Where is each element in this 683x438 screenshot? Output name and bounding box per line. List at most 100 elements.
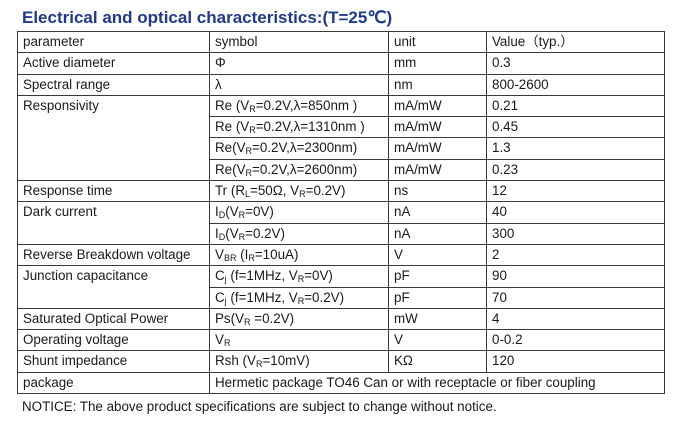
unit-cell: mA/mW (388, 137, 487, 160)
parameter-cell: Responsivity (17, 94, 210, 117)
symbol-text: Re (V (215, 97, 250, 113)
symbol-cell: Tr (RL=50Ω, VR=0.2V) (209, 180, 389, 203)
value-cell: 0.23 (486, 158, 665, 182)
table-row: Re(VR=0.2V,λ=2300nm) mA/mW 1.3 (17, 137, 665, 160)
unit-cell: pF (388, 265, 487, 288)
symbol-cell: Re(VR=0.2V,λ=2600nm) (209, 158, 389, 182)
symbol-subscript: R (297, 295, 305, 306)
symbol-subscript: j (224, 274, 227, 285)
symbol-cell: VR (209, 329, 389, 352)
symbol-subscript: R (238, 210, 246, 221)
symbol-subscript: BR (223, 252, 237, 263)
symbol-text: =50Ω, V (250, 183, 300, 199)
value-cell: 0.45 (486, 116, 665, 139)
header-unit: unit (388, 30, 487, 54)
table-row: Re (VR=0.2V,λ=1310nm ) mA/mW 0.45 (17, 116, 665, 139)
parameter-cell: Spectral range (17, 73, 210, 96)
symbol-text: =0.2V,λ=2600nm) (252, 161, 358, 177)
unit-cell: ns (388, 180, 487, 203)
symbol-text: I (215, 204, 219, 220)
table-row: Response time Tr (RL=50Ω, VR=0.2V) ns 12 (17, 180, 665, 203)
package-value: Hermetic package TO46 Can or with recept… (209, 371, 665, 395)
symbol-text: (V (225, 225, 239, 241)
symbol-cell: λ (209, 73, 389, 96)
parameter-cell (17, 116, 210, 138)
unit-cell: mA/mW (388, 94, 487, 118)
symbol-text: C (215, 268, 225, 284)
symbol-text: =10mV) (262, 353, 310, 369)
symbol-subscript: R (249, 103, 256, 114)
value-cell: 0-0.2 (486, 329, 665, 352)
table-row: Dark current ID(VR=0V) nA 40 (17, 201, 665, 224)
symbol-text: (f=1MHz, V (226, 289, 298, 305)
symbol-text: V (215, 332, 224, 348)
parameter-cell: Response time (17, 180, 210, 203)
unit-cell: mA/mW (388, 158, 487, 182)
symbol-subscript: R (249, 125, 256, 136)
unit-cell: mA/mW (388, 116, 487, 139)
page-title: Electrical and optical characteristics:(… (22, 8, 393, 27)
parameter-cell: Junction capacitance (17, 265, 210, 288)
parameter-cell: Saturated Optical Power (17, 307, 210, 331)
symbol-subscript: R (248, 252, 255, 263)
header-row: parameter symbol unit Value（typ.） (17, 30, 665, 54)
symbol-text: Tr (R (215, 183, 245, 199)
symbol-cell: Cj (f=1MHz, VR=0.2V) (209, 286, 389, 309)
symbol-subscript: R (255, 359, 263, 370)
symbol-text: =0.2V) (305, 183, 346, 199)
value-cell: 120 (486, 350, 665, 373)
parameter-cell (17, 159, 210, 182)
unit-cell: pF (388, 286, 487, 309)
symbol-text: =0.2V) (250, 310, 295, 326)
symbol-subscript: R (244, 316, 251, 327)
symbol-text: Φ (215, 55, 226, 71)
symbol-text: =0.2V,λ=850nm ) (255, 97, 358, 113)
symbol-cell: ID(VR=0V) (209, 201, 389, 224)
table-row: Re(VR=0.2V,λ=2600nm) mA/mW 0.23 (17, 158, 665, 182)
value-cell: 800-2600 (486, 73, 665, 96)
package-parameter: package (17, 371, 210, 395)
symbol-text: (V (225, 204, 239, 220)
symbol-subscript: R (223, 338, 231, 349)
symbol-cell: Re (VR=0.2V,λ=1310nm ) (209, 116, 389, 139)
unit-cell: nm (388, 73, 487, 96)
unit-cell: mW (388, 307, 487, 331)
table-row: Cj (f=1MHz, VR=0.2V) pF 70 (17, 286, 665, 309)
symbol-text: =10uA) (254, 246, 299, 262)
symbol-cell: Ps(VR =0.2V) (209, 307, 389, 331)
symbol-cell: Re(VR=0.2V,λ=2300nm) (209, 137, 389, 160)
symbol-subscript: L (245, 189, 251, 200)
header-parameter: parameter (17, 30, 210, 54)
table-row: Responsivity Re (VR=0.2V,λ=850nm ) mA/mW 0.… (17, 94, 665, 118)
value-cell: 12 (486, 180, 665, 203)
notice-text: NOTICE: The above product specifications… (22, 399, 497, 414)
header-value: Value（typ.） (486, 30, 665, 54)
symbol-subscript: R (297, 274, 305, 285)
symbol-text: Ps(V (215, 310, 245, 326)
symbol-subscript: R (245, 167, 253, 178)
symbol-text: (I (236, 246, 249, 262)
value-cell: 70 (486, 286, 665, 309)
unit-cell: V (388, 329, 487, 352)
symbol-text: λ (215, 76, 222, 92)
symbol-text: =0.2V) (304, 289, 345, 305)
symbol-cell: Re (VR=0.2V,λ=850nm ) (209, 94, 389, 118)
symbol-subscript: D (218, 231, 226, 242)
parameter-cell: Shunt impedance (17, 350, 210, 373)
parameter-cell (17, 137, 210, 160)
symbol-text: =0.2V,λ=1310nm ) (255, 119, 365, 135)
header-symbol: symbol (209, 30, 389, 54)
table-row: Operating voltage VR V 0-0.2 (17, 329, 665, 352)
value-cell: 90 (486, 265, 665, 288)
value-cell: 1.3 (486, 137, 665, 160)
symbol-text: =0.2V) (245, 225, 285, 241)
characteristics-table: parameter symbol unit Value（typ.） Active… (17, 30, 665, 395)
symbol-text: (f=1MHz, V (226, 268, 298, 284)
symbol-text: I (215, 225, 219, 241)
symbol-text: Re(V (215, 140, 246, 156)
value-cell: 40 (486, 201, 665, 224)
symbol-subscript: D (218, 210, 226, 221)
symbol-subscript: R (299, 189, 306, 200)
symbol-text: C (215, 289, 225, 305)
